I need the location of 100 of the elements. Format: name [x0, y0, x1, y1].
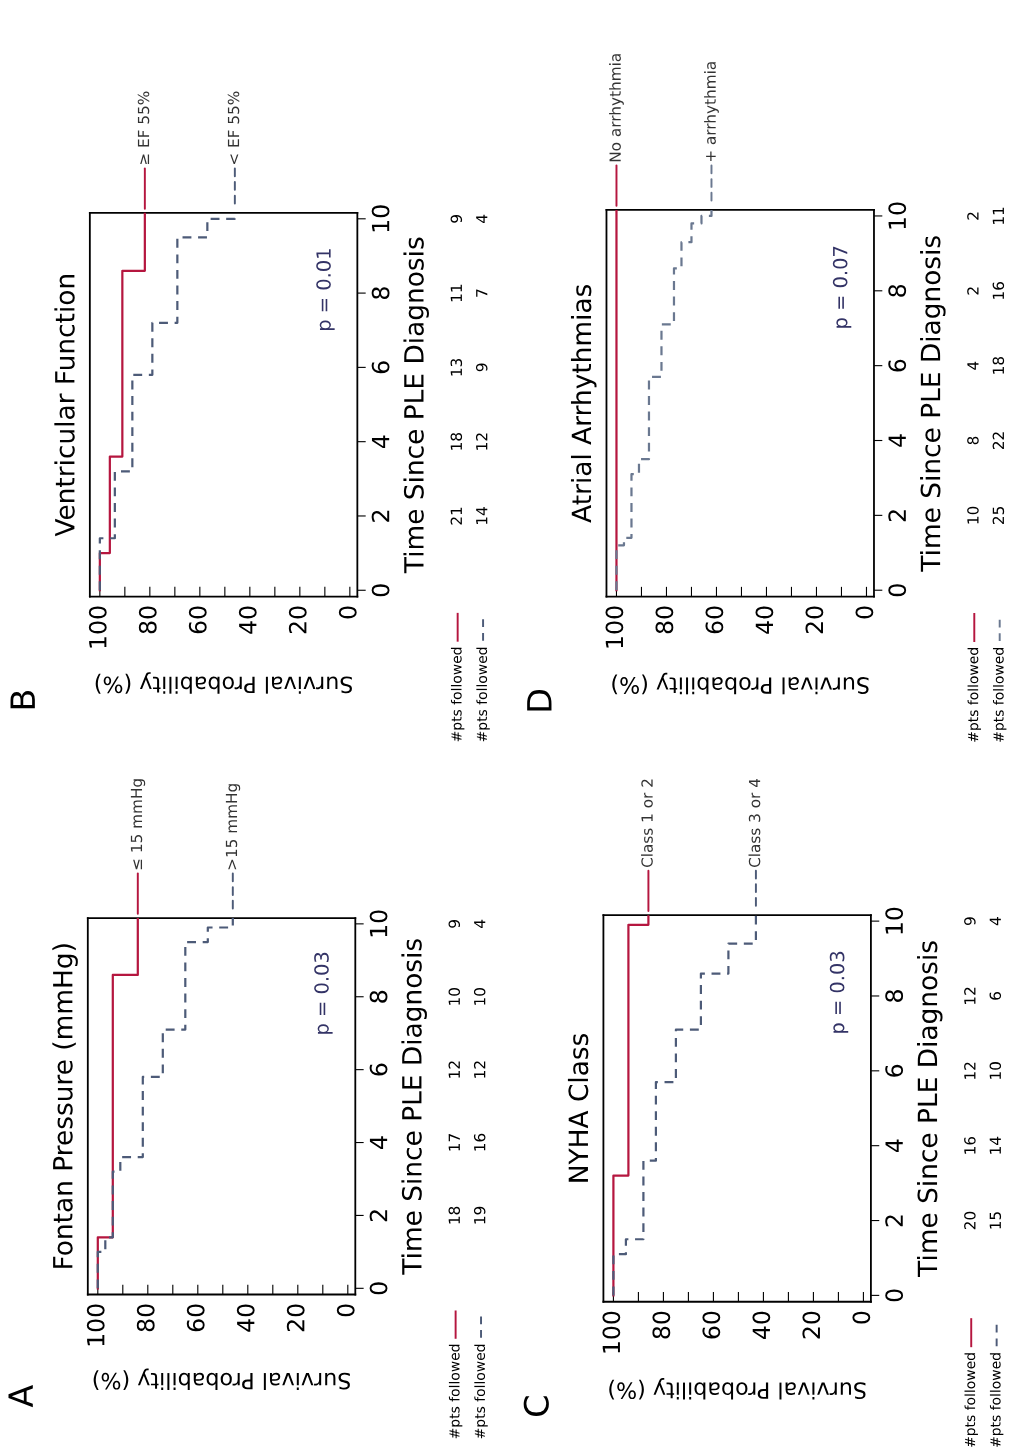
- x-axis-title: Survival Probability (%): [609, 1377, 866, 1400]
- annotation: p = 0.07: [832, 246, 852, 328]
- y-tick-label: 8: [369, 990, 388, 1003]
- text: 10: [473, 988, 486, 1005]
- text: #pts followed: [992, 648, 1007, 742]
- text: 11: [992, 207, 1004, 224]
- y-tick-label: 8: [885, 990, 904, 1002]
- y-tick-label: 0: [885, 1289, 904, 1302]
- y-tick-label: 10: [369, 910, 388, 937]
- text: 10: [448, 988, 461, 1005]
- x-tick-label: 60: [705, 606, 724, 634]
- x-tick-label: 100: [602, 1311, 621, 1353]
- text: #pts followed: [964, 1353, 978, 1447]
- x-axis-title: Survival Probability (%): [95, 672, 352, 694]
- text: #pts followed: [967, 648, 982, 742]
- text: NYHA Class: [567, 1033, 589, 1182]
- x-tick-label: 80: [136, 1304, 155, 1332]
- y-axis-title: Time Since PLE Diagnosis: [401, 939, 427, 1275]
- text: 14: [989, 1136, 1001, 1154]
- text: 9: [475, 363, 488, 372]
- text: 22: [992, 432, 1004, 450]
- text: Class 1 or 2: [641, 779, 653, 868]
- text: No arrhythmia: [609, 54, 624, 162]
- text: 19: [473, 1206, 486, 1224]
- x-tick-label: 20: [805, 606, 824, 634]
- text: 12: [473, 1061, 486, 1078]
- y-tick-label: 10: [371, 205, 390, 232]
- text: 10: [989, 1062, 1002, 1079]
- x-axis-title: Survival Probability (%): [612, 672, 869, 695]
- text: 12: [964, 1062, 976, 1079]
- text: 9: [450, 215, 463, 223]
- text: 18: [992, 356, 1005, 374]
- text: 12: [475, 433, 488, 450]
- y-tick-label: 2: [371, 510, 390, 522]
- y-tick-label: 10: [885, 907, 904, 934]
- text: 4: [476, 214, 488, 223]
- text: 16: [992, 282, 1005, 299]
- y-tick-label: 4: [371, 435, 390, 449]
- y-tick-label: 8: [371, 287, 390, 299]
- y-tick-label: 2: [888, 510, 906, 522]
- text: ≥ EF 55%: [137, 91, 150, 165]
- text: 17: [448, 1134, 460, 1151]
- text: #pts followed: [448, 1344, 463, 1439]
- text: 9: [964, 917, 976, 926]
- x-tick-label: 60: [702, 1311, 721, 1339]
- text: 2: [967, 287, 979, 295]
- y-tick-label: 8: [888, 284, 907, 297]
- text: ≤ 15 mmHg: [130, 779, 146, 870]
- x-axis-title: Survival Probability (%): [93, 1368, 350, 1390]
- text: 16: [964, 1136, 976, 1154]
- x-tick-label: 60: [186, 1304, 205, 1332]
- text: A: [8, 1385, 33, 1408]
- text: 13: [450, 358, 463, 376]
- text: < EF 55%: [227, 91, 240, 165]
- text: 20: [964, 1211, 976, 1230]
- text: 6: [989, 992, 1002, 1000]
- text: 16: [473, 1133, 486, 1151]
- x-tick-label: 100: [88, 606, 107, 648]
- text: 25: [992, 506, 1005, 524]
- annotation: p = 0.03: [314, 952, 333, 1034]
- text: 11: [450, 284, 462, 302]
- x-tick-label: 40: [236, 1304, 255, 1332]
- y-tick-label: 2: [885, 1215, 903, 1227]
- text: 2: [967, 212, 979, 220]
- y-tick-label: 6: [885, 1064, 904, 1077]
- text: #pts followed: [476, 647, 490, 742]
- text: 4: [989, 917, 1001, 926]
- y-tick-label: 10: [888, 202, 907, 229]
- annotation: p = 0.03: [829, 951, 849, 1033]
- text: Class 3 or 4: [748, 778, 761, 868]
- x-tick-label: 20: [288, 606, 307, 634]
- text: D: [527, 690, 552, 711]
- text: #pts followed: [989, 1353, 1004, 1447]
- y-axis-title: Time Since PLE Diagnosis: [403, 237, 429, 574]
- text: >15 mmHg: [225, 784, 241, 870]
- text: #pts followed: [474, 1344, 488, 1439]
- y-tick-label: 6: [371, 361, 390, 374]
- x-tick-label: 80: [652, 1311, 671, 1339]
- text: 12: [448, 1061, 460, 1078]
- text: Fontan Pressure (mmHg): [52, 944, 78, 1268]
- text: 9: [448, 920, 461, 928]
- x-tick-label: 80: [138, 606, 157, 634]
- x-tick-label: 60: [188, 606, 207, 634]
- x-tick-label: 20: [286, 1304, 305, 1332]
- x-tick-label: 0: [338, 606, 357, 619]
- x-tick-label: 20: [802, 1311, 821, 1339]
- x-tick-label: 100: [86, 1304, 105, 1346]
- y-tick-label: 0: [371, 584, 390, 597]
- text: Ventricular Function: [54, 275, 75, 537]
- text: 12: [964, 987, 976, 1005]
- text: 15: [989, 1212, 1002, 1229]
- text: 14: [476, 507, 488, 525]
- text: #pts followed: [450, 647, 465, 742]
- x-tick-label: 40: [752, 1311, 771, 1339]
- text: 4: [967, 361, 979, 370]
- y-tick-label: 4: [885, 1139, 903, 1153]
- y-tick-label: 4: [369, 1136, 388, 1149]
- x-tick-label: 80: [655, 606, 674, 634]
- x-tick-label: 40: [755, 606, 774, 634]
- y-tick-label: 2: [369, 1210, 388, 1222]
